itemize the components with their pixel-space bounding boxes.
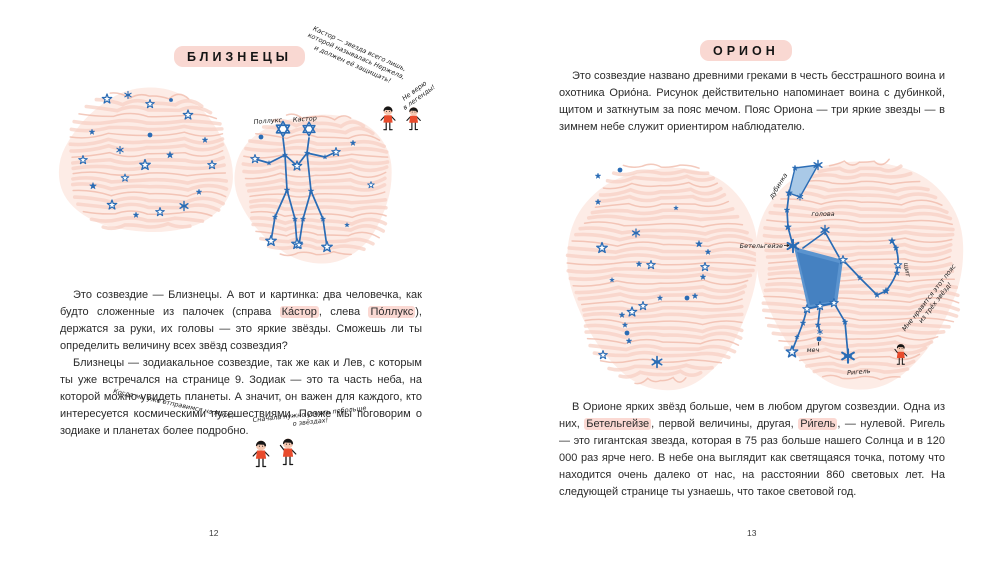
page-number-right: 13 — [747, 528, 757, 538]
shield-label: щит — [902, 262, 912, 277]
kid-character — [279, 437, 297, 466]
page-number-left: 12 — [209, 528, 219, 538]
page-title-gemini: БЛИЗНЕЦЫ — [174, 46, 305, 67]
page-title-text: БЛИЗНЕЦЫ — [187, 50, 292, 64]
castor-note: Кастор — звезда всего лишь, которой назы… — [306, 24, 408, 85]
orion-intro-text: Это созвездие названо древними греками в… — [559, 68, 945, 136]
twin-characters-bottom — [252, 437, 297, 468]
betelgeuse-highlight: Бетельгейзе — [584, 418, 652, 430]
kid-character — [252, 439, 270, 468]
kid-character — [406, 106, 421, 131]
twin-characters-top — [380, 105, 421, 131]
gemini-text: Это созвездие — Близнецы. А вот и картин… — [60, 287, 422, 440]
gemini-paragraph-1: Это созвездие — Близнецы. А вот и картин… — [60, 289, 422, 352]
orion-constellation: дубинка голова Бетельгейзе щит меч Ригел… — [740, 158, 964, 390]
page-title-text: ОРИОН — [713, 44, 779, 58]
betelgeuse-label: Бетельгейзе — [740, 242, 783, 250]
castor-highlight: Ка́стор — [279, 306, 319, 318]
orion-text: В Орионе ярких звёзд больше, чем в любом… — [559, 399, 945, 501]
betelgeuse-arrow-icon — [784, 244, 790, 247]
head-label: голова — [811, 210, 834, 218]
orion-paragraph-1: Это созвездие названо древними греками в… — [559, 70, 945, 133]
gemini-star-field — [58, 87, 233, 233]
sword-label: меч — [807, 346, 820, 354]
orion-paragraph-2: В Орионе ярких звёзд больше, чем в любом… — [559, 401, 945, 498]
castor-label: Кастор — [293, 114, 318, 124]
kid-character — [380, 105, 396, 131]
pollux-highlight: По́ллукс — [368, 306, 416, 318]
rigel-highlight: Ри́гель — [798, 418, 838, 430]
pollux-label: Поллукс — [253, 116, 282, 126]
gemini-paragraph-2: Близнецы — зодиакальное созвездие, так ж… — [60, 357, 422, 437]
gemini-constellation: Поллукс Кастор — [234, 113, 392, 264]
rigel-label: Ригель — [847, 367, 871, 377]
page-title-orion: ОРИОН — [700, 40, 792, 61]
orion-star-field — [565, 163, 758, 391]
